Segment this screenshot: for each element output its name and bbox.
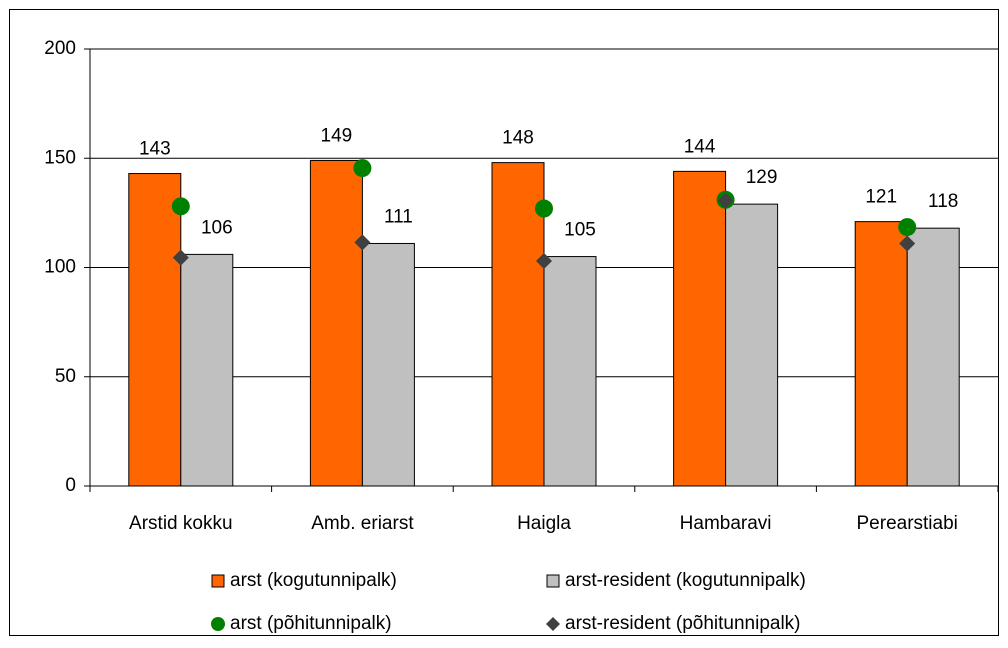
marker	[535, 199, 553, 218]
legend-swatch	[546, 574, 560, 588]
x-tick-label: Arstid kokku	[129, 513, 232, 534]
legend-label: arst (kogutunnipalk)	[230, 570, 397, 591]
legend-label: arst-resident (kogutunnipalk)	[565, 570, 806, 591]
bar	[361, 242, 415, 487]
x-tick-label: Amb. eriarst	[311, 513, 414, 534]
y-tick-label: 150	[44, 147, 76, 168]
marker	[171, 197, 190, 216]
data-label: 144	[684, 136, 716, 157]
x-tick-label: Haigla	[517, 513, 571, 534]
data-label: 149	[321, 125, 353, 146]
bar	[491, 162, 545, 487]
data-label: 106	[201, 217, 233, 238]
x-tick-label: Perearstiabi	[857, 513, 958, 534]
legend-swatch	[546, 617, 560, 631]
marker	[899, 235, 916, 252]
legend-label: arst-resident (põhitunnipalk)	[565, 613, 801, 634]
bar	[128, 173, 182, 487]
bar	[906, 227, 960, 487]
bar	[309, 159, 363, 487]
marker	[536, 252, 552, 269]
y-tick-label: 100	[44, 257, 76, 278]
y-tick-label: 0	[65, 475, 76, 496]
legend-swatch	[211, 574, 225, 588]
bar	[180, 253, 234, 487]
marker	[717, 192, 734, 209]
data-label: 148	[502, 128, 534, 149]
data-label: 129	[746, 167, 778, 188]
x-tick-label: Hambaravi	[680, 513, 772, 534]
marker	[172, 249, 189, 266]
marker	[354, 234, 371, 251]
y-tick-label: 200	[44, 38, 76, 59]
bar	[725, 203, 779, 487]
legend-swatch	[211, 617, 225, 631]
bar	[854, 221, 908, 487]
data-label: 143	[139, 139, 171, 160]
bar	[673, 170, 727, 487]
data-label: 118	[928, 191, 958, 212]
y-tick-label: 50	[55, 366, 76, 387]
bar	[543, 256, 597, 487]
data-label: 111	[384, 206, 413, 227]
data-label: 105	[564, 220, 596, 241]
marker	[898, 218, 917, 237]
legend-label: arst (põhitunnipalk)	[230, 613, 392, 634]
marker	[353, 159, 372, 178]
data-label: 121	[865, 187, 897, 208]
